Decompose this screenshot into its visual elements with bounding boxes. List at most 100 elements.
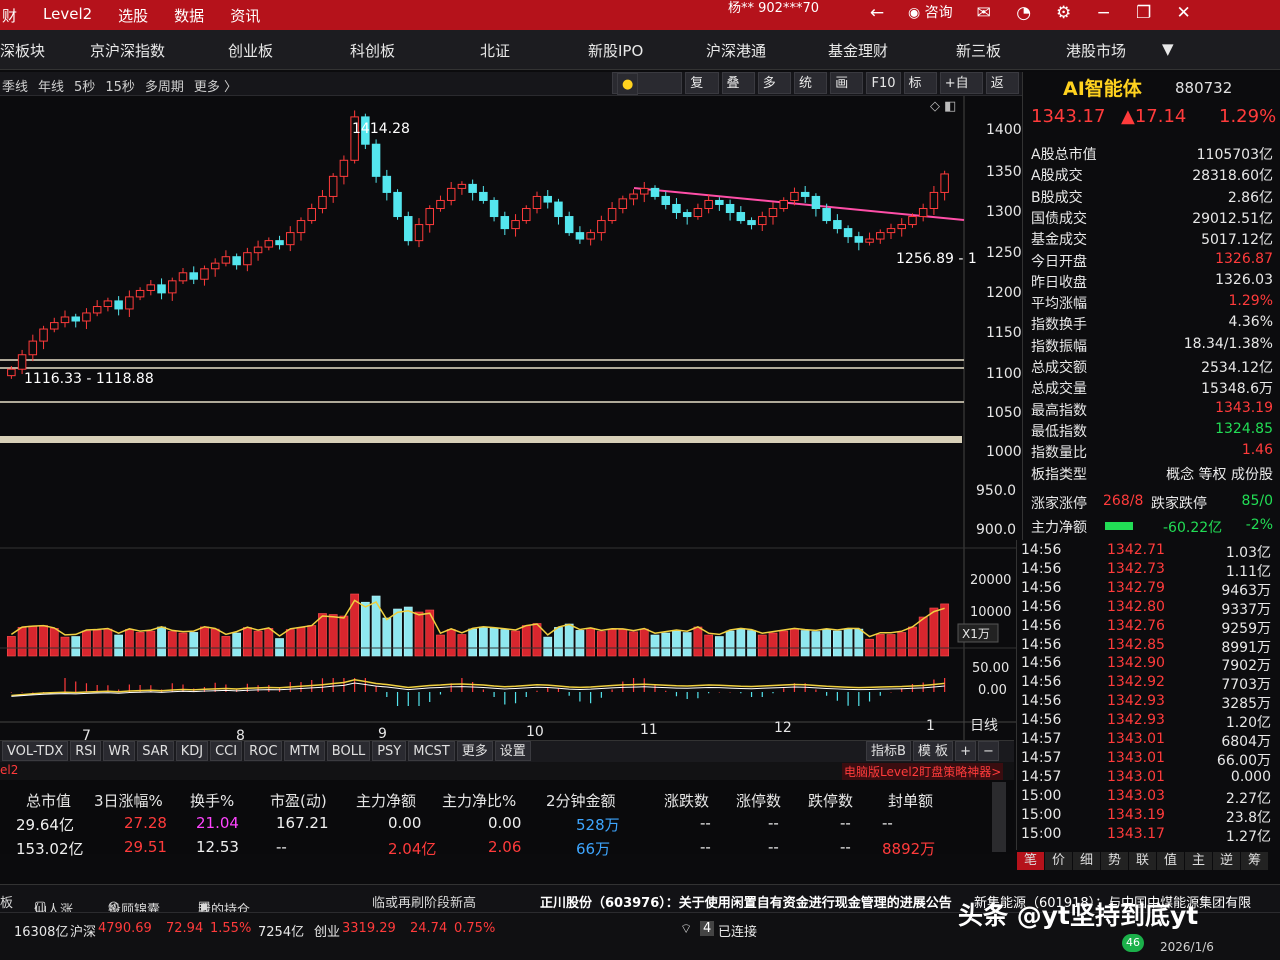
tick-tab[interactable]: 联 xyxy=(1129,852,1156,870)
nav-ipo[interactable]: 新股IPO xyxy=(588,42,644,60)
period-more[interactable]: 更多 〉 xyxy=(193,80,238,95)
tick-tab[interactable]: 势 xyxy=(1101,852,1128,870)
indicator-tab[interactable]: MTM xyxy=(284,741,325,761)
menu-item-data[interactable]: 数据 xyxy=(174,6,205,25)
high-annotation: 1414.28 xyxy=(352,121,410,137)
nav-sector[interactable]: 深板块 xyxy=(0,42,46,60)
table-header-cell[interactable]: 市盈(动) xyxy=(270,792,327,810)
period-quarter[interactable]: 季线 xyxy=(2,80,29,95)
consult-label[interactable]: 咨询 xyxy=(924,5,953,21)
tool-overlay[interactable]: 叠加 xyxy=(721,72,755,113)
menu-item-stock-picker[interactable]: 选股 xyxy=(118,6,149,25)
gear-icon[interactable]: ⚙ xyxy=(1056,3,1072,23)
indicator-tab[interactable]: CCI xyxy=(210,741,243,761)
table-header-cell[interactable]: 跌停数 xyxy=(808,792,854,810)
func-board[interactable]: 板 xyxy=(0,896,14,911)
tick-tab[interactable]: 逆 xyxy=(1213,852,1240,870)
volume-bar xyxy=(82,630,91,657)
nav-neeq[interactable]: 新三板 xyxy=(956,42,1002,60)
table-scrollbar[interactable] xyxy=(992,782,1006,852)
nav-more-icon[interactable]: ▼ xyxy=(1162,40,1174,58)
kline-chart[interactable]: 1400 1350 1300 1250 1200 1150 1100 1050 … xyxy=(0,96,1022,740)
info-row-label: 国债成交 xyxy=(1031,210,1087,227)
indicator-control[interactable]: 模 板 xyxy=(912,741,954,761)
volume-bar xyxy=(757,634,767,657)
menu-item-finance[interactable]: 财 xyxy=(2,6,18,25)
nav-connect[interactable]: 沪深港通 xyxy=(706,42,767,60)
candle-body xyxy=(28,340,38,356)
nav-funds[interactable]: 基金理财 xyxy=(828,42,889,60)
tool-add-watchlist[interactable]: +自选 xyxy=(939,72,983,113)
nav-bse[interactable]: 北证 xyxy=(480,42,511,60)
table-header-cell[interactable]: 涨跌数 xyxy=(664,792,710,810)
user-account-label[interactable]: 杨** 902***70 xyxy=(728,1,819,16)
table-header-cell[interactable]: 总市值 xyxy=(26,792,72,810)
nav-star-market[interactable]: 科创板 xyxy=(350,42,396,60)
period-year[interactable]: 年线 xyxy=(38,80,65,95)
level2-promo-link[interactable]: 电脑版Level2盯盘策略神器> xyxy=(842,763,1004,780)
pie-chart-icon[interactable]: ◔ xyxy=(1016,3,1032,23)
indicator-tab[interactable]: ROC xyxy=(244,741,283,761)
mail-icon[interactable]: ✉ xyxy=(976,3,991,23)
table-cell: -- xyxy=(700,814,711,832)
table-header-cell[interactable]: 主力净比% xyxy=(442,792,517,810)
tool-back[interactable]: 返回 xyxy=(985,72,1019,113)
tool-stats[interactable]: 统计 xyxy=(794,72,828,113)
indicator-tab[interactable]: PSY xyxy=(372,741,407,761)
table-header-cell[interactable]: 换手% xyxy=(190,792,235,810)
indicator-control[interactable]: − xyxy=(977,741,999,761)
minimize-icon[interactable]: − xyxy=(1096,3,1111,23)
tool-f10[interactable]: F10 xyxy=(866,72,901,94)
tick-tab[interactable]: 主 xyxy=(1185,852,1212,870)
table-header-cell[interactable]: 涨停数 xyxy=(736,792,782,810)
tool-multi-stock[interactable]: 多股 xyxy=(757,72,791,113)
indicator-tab[interactable]: WR xyxy=(103,741,136,761)
chart-settings-icon[interactable]: ◇ ◧ xyxy=(930,99,956,114)
menu-item-level2[interactable]: Level2 xyxy=(43,4,93,23)
indicator-control[interactable]: + xyxy=(955,741,976,761)
indicator-tab[interactable]: 设置 xyxy=(494,741,531,761)
tick-list-panel[interactable]: 14:56 1342.71 1.03亿 14:56 1342.73 1.11亿 14:56 1… xyxy=(1016,540,1280,870)
table-header-cell[interactable]: 封单额 xyxy=(888,792,934,810)
info-row-label: 平均涨幅 xyxy=(1031,296,1087,313)
news-ticker-1[interactable]: 临或再刷阶段新高 xyxy=(372,896,477,911)
tool-mark[interactable]: 标记 xyxy=(903,72,937,113)
table-header-cell[interactable]: 2分钟金额 xyxy=(546,792,616,810)
restore-icon[interactable]: ❐ xyxy=(1136,3,1152,23)
indicator-tab[interactable]: MCST xyxy=(408,741,455,761)
table-header-cell[interactable]: 主力净额 xyxy=(356,792,417,810)
table-header-cell[interactable]: 3日涨幅% xyxy=(94,792,163,810)
back-arrow-icon[interactable]: ← xyxy=(869,3,885,23)
volume-ma-line xyxy=(10,599,945,638)
tick-price: 1343.17 xyxy=(1107,825,1165,842)
tool-adjust[interactable]: 复权 xyxy=(685,72,719,113)
indicator-tab[interactable]: RSI xyxy=(70,741,102,761)
tick-tab[interactable]: 筹 xyxy=(1241,852,1268,870)
period-15s[interactable]: 15秒 xyxy=(105,80,135,95)
period-multi[interactable]: 多周期 xyxy=(144,80,184,95)
indicator-tab[interactable]: 更多 xyxy=(456,741,493,761)
nav-hk[interactable]: 港股市场 xyxy=(1066,42,1127,60)
chat-icon[interactable]: ◉ 咨询 xyxy=(908,0,953,26)
menu-item-news[interactable]: 资讯 xyxy=(230,6,261,25)
indicator-tab[interactable]: KDJ xyxy=(175,741,209,761)
close-icon[interactable]: ✕ xyxy=(1176,3,1191,23)
indicator-tab[interactable]: BOLL xyxy=(326,741,371,761)
tick-tab[interactable]: 价 xyxy=(1045,852,1072,870)
tick-tab[interactable]: 细 xyxy=(1073,852,1100,870)
nav-index[interactable]: 京沪深指数 xyxy=(90,42,166,60)
tick-vol: 1.11亿 xyxy=(1225,563,1271,580)
news-ticker-3[interactable]: 新集能源（601918）：与中国中煤能源集团有限 xyxy=(974,896,1252,911)
indicator-control[interactable]: 指标B xyxy=(866,741,911,761)
tool-draw-line[interactable]: 画线 xyxy=(830,72,864,113)
news-ticker-2[interactable]: 正川股份（603976）：关于使用闲置自有资金进行现金管理的进展公告 xyxy=(540,896,952,911)
tick-tab[interactable]: 值 xyxy=(1157,852,1184,870)
notification-badge[interactable]: 46 xyxy=(1122,934,1144,952)
tick-tab[interactable]: 笔 xyxy=(1017,852,1044,870)
indicator-tab[interactable]: SAR xyxy=(137,741,174,761)
indicator-tab[interactable]: VOL-TDX xyxy=(2,741,69,761)
tick-price: 1343.19 xyxy=(1107,806,1165,823)
tool-decision[interactable]: ● 决策 xyxy=(612,72,683,118)
period-5s[interactable]: 5秒 xyxy=(74,80,96,95)
nav-gem[interactable]: 创业板 xyxy=(228,42,274,60)
